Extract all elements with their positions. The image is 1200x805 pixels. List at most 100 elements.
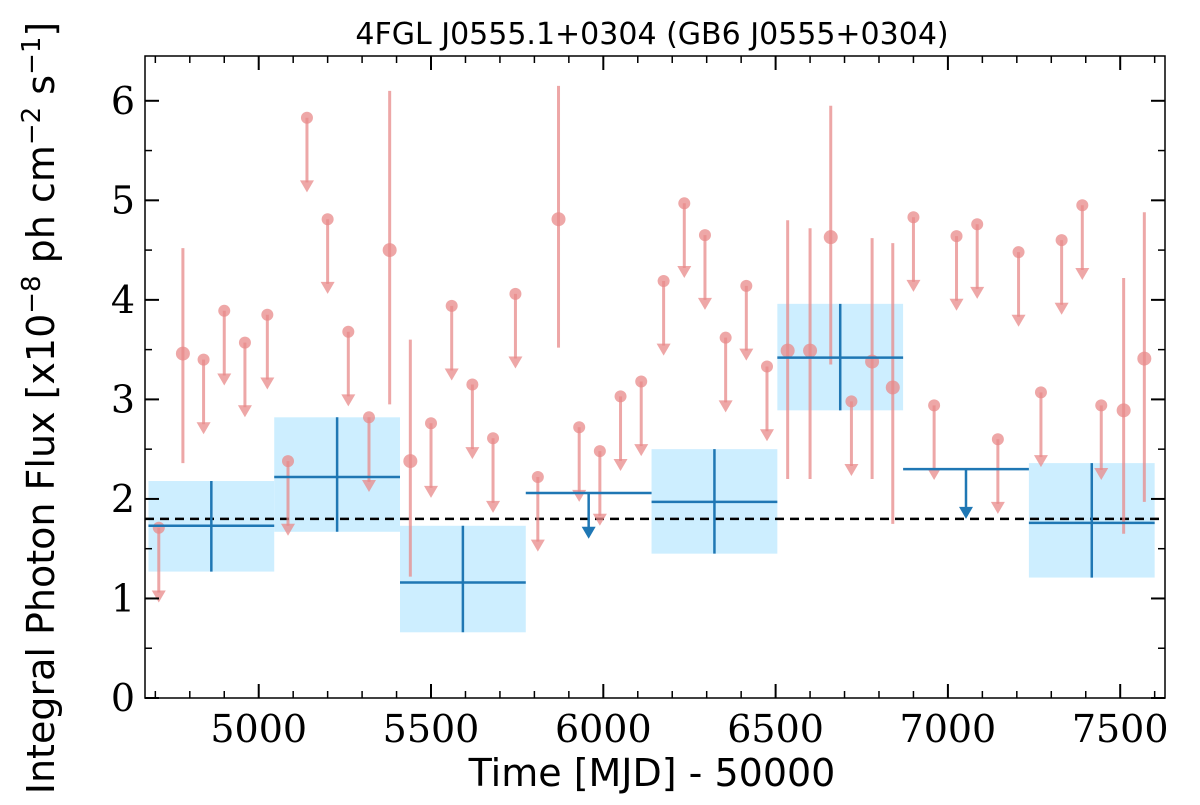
y-tick-label-6: 6 xyxy=(111,79,135,123)
y-tick-label-0: 0 xyxy=(111,676,135,720)
short-bin-ul-arrow-38 xyxy=(949,298,964,311)
short-bin-ul-arrow-40 xyxy=(990,501,1005,514)
y-tick-label-2: 2 xyxy=(111,477,135,521)
short-bin-point-27 xyxy=(719,331,732,344)
short-bin-point-32 xyxy=(823,230,838,245)
short-bin-ul-arrow-16 xyxy=(486,500,501,513)
short-bin-ul-arrow-13 xyxy=(424,485,439,498)
short-bin-ul-arrow-44 xyxy=(1075,267,1090,280)
short-bin-point-2 xyxy=(197,353,210,366)
chart-title: 4FGL J0555.1+0304 (GB6 J0555+0304) xyxy=(355,17,948,52)
x-tick-label-5: 7500 xyxy=(1072,707,1169,751)
short-bin-ul-arrow-18 xyxy=(530,539,545,552)
short-bin-point-37 xyxy=(928,399,941,412)
x-tick-label-4: 7000 xyxy=(900,707,997,751)
short-bin-point-36 xyxy=(907,211,920,224)
short-bin-point-28 xyxy=(740,279,753,292)
short-bin-point-23 xyxy=(635,375,648,388)
short-bin-point-20 xyxy=(573,421,586,434)
short-bin-ul-arrow-8 xyxy=(320,281,335,294)
y-tick-label-3: 3 xyxy=(111,377,135,421)
short-bin-point-40 xyxy=(991,433,1004,446)
x-axis-label: Time [MJD] - 50000 xyxy=(468,751,836,795)
short-bin-point-24 xyxy=(657,274,670,287)
short-bin-point-46 xyxy=(1116,403,1131,418)
y-axis-label: Integral Photon Flux [x10−8 ph cm−2 s−1] xyxy=(17,22,63,795)
short-bin-point-14 xyxy=(445,299,458,312)
y-tick-label-4: 4 xyxy=(111,278,135,322)
y-axis-label-mid: ph cm xyxy=(19,145,63,275)
short-bin-ul-arrow-4 xyxy=(237,405,252,418)
x-tick-label-3: 6500 xyxy=(727,707,824,751)
short-bin-point-11 xyxy=(382,243,397,258)
short-bin-point-18 xyxy=(531,471,544,484)
short-bin-ul-arrow-39 xyxy=(970,286,985,299)
short-bin-point-33 xyxy=(845,395,858,408)
short-bin-point-38 xyxy=(950,230,963,243)
short-bin-point-42 xyxy=(1034,386,1047,399)
y-tick-label-1: 1 xyxy=(111,576,135,620)
short-bin-point-41 xyxy=(1012,246,1025,259)
short-bin-point-9 xyxy=(342,325,355,338)
short-bin-ul-arrow-2 xyxy=(196,422,211,435)
long-bin-ul-arrow-3 xyxy=(581,526,596,539)
short-bin-point-35 xyxy=(885,380,900,395)
x-tick-label-2: 6000 xyxy=(555,707,652,751)
y-axis-label-exp2: −2 xyxy=(17,107,47,145)
x-tick-label-1: 5500 xyxy=(383,707,480,751)
short-bin-point-16 xyxy=(487,432,500,445)
short-bin-point-47 xyxy=(1137,351,1152,366)
short-bin-ul-arrow-29 xyxy=(759,429,774,442)
short-bin-point-3 xyxy=(218,304,231,317)
short-bin-point-31 xyxy=(803,343,818,358)
y-axis-label-exp3: −1 xyxy=(17,37,47,75)
short-bin-point-1 xyxy=(175,346,190,361)
y-tick-label-5: 5 xyxy=(111,178,135,222)
y-axis-ticks: 0 1 2 3 4 5 6 xyxy=(111,79,1165,720)
short-bin-point-4 xyxy=(238,336,251,349)
x-tick-label-0: 5000 xyxy=(210,707,307,751)
short-bin-ul-arrow-41 xyxy=(1011,314,1026,327)
short-bin-point-17 xyxy=(509,287,522,300)
short-bin-point-30 xyxy=(780,343,795,358)
y-axis-label-end: ] xyxy=(19,22,63,37)
short-bin-point-22 xyxy=(614,390,627,403)
short-bin-ul-arrow-3 xyxy=(217,373,232,386)
short-bin-ul-arrow-22 xyxy=(613,459,628,472)
x-axis-ticks: 5000 5500 6000 6500 7000 7500 xyxy=(154,56,1169,751)
short-bin-ul-arrow-36 xyxy=(906,279,921,292)
short-bin-ul-arrow-21 xyxy=(592,513,607,526)
short-bin-ul-arrow-24 xyxy=(656,343,671,356)
y-axis-label-exp1: −8 xyxy=(17,275,47,313)
short-bin-ul-arrow-9 xyxy=(341,394,356,407)
short-bin-ul-arrow-7 xyxy=(299,180,314,193)
short-bin-ul-arrow-10 xyxy=(361,479,376,492)
short-bin-ul-arrow-14 xyxy=(444,368,459,381)
short-bin-ul-arrow-15 xyxy=(465,447,480,460)
short-bin-point-12 xyxy=(403,454,418,469)
short-bin-point-44 xyxy=(1076,199,1089,212)
short-bin-ul-arrow-37 xyxy=(927,468,942,481)
short-bin-point-0 xyxy=(152,521,165,534)
y-axis-label-s: s xyxy=(19,75,63,107)
y-axis-label-main: Integral Photon Flux [x10 xyxy=(19,314,63,795)
short-bin-point-29 xyxy=(760,360,773,373)
short-bin-ul-arrow-5 xyxy=(260,377,275,390)
short-bin-point-43 xyxy=(1055,234,1068,247)
long-bin-ul-arrow-6 xyxy=(958,506,973,519)
short-bin-point-5 xyxy=(261,308,274,321)
short-bin-ul-arrow-0 xyxy=(151,590,166,603)
plot-area xyxy=(144,55,1166,699)
short-bin-ul-arrow-33 xyxy=(844,464,859,477)
short-bin-point-8 xyxy=(321,213,334,226)
short-bin-ul-arrow-45 xyxy=(1094,468,1109,481)
short-bin-point-45 xyxy=(1095,399,1108,412)
short-bin-ul-arrow-42 xyxy=(1033,455,1048,468)
short-bin-point-25 xyxy=(678,197,691,210)
short-bin-point-26 xyxy=(698,229,711,242)
short-bin-ul-arrow-28 xyxy=(739,348,754,361)
short-bin-point-6 xyxy=(282,455,295,468)
short-bin-point-7 xyxy=(300,111,313,124)
